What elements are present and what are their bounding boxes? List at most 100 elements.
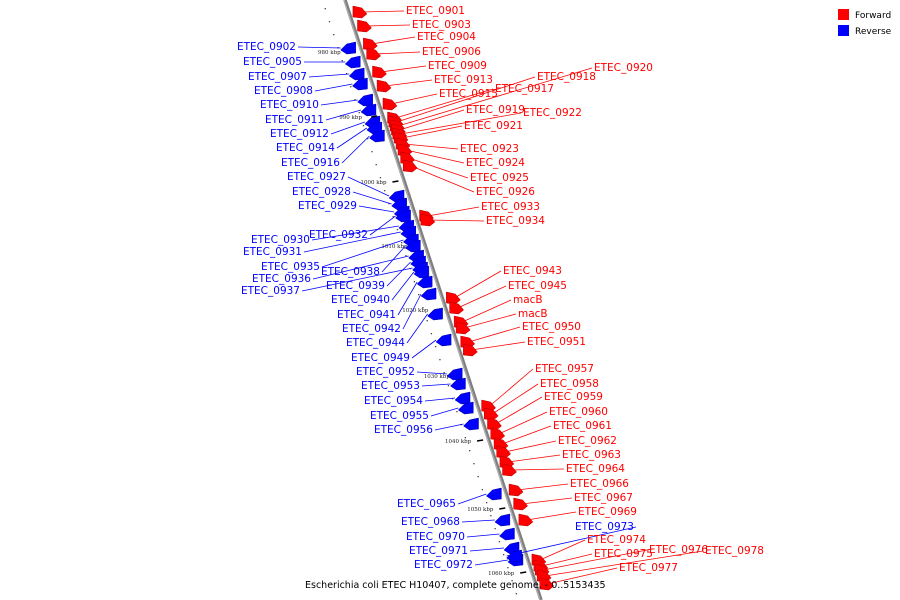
reverse-gene-block bbox=[420, 287, 437, 301]
forward-gene-label: ETEC_0966 bbox=[570, 478, 629, 490]
reverse-gene-label: ETEC_0973 bbox=[575, 521, 634, 533]
reverse-gene-label: ETEC_0907 bbox=[248, 71, 307, 83]
reverse-gene-block bbox=[499, 527, 515, 541]
reverse-gene-block bbox=[413, 265, 430, 279]
forward-gene-block bbox=[513, 497, 528, 511]
forward-gene-block bbox=[420, 213, 436, 227]
reverse-gene-label: ETEC_0929 bbox=[298, 200, 357, 212]
forward-gene-label: ETEC_0961 bbox=[553, 420, 612, 432]
forward-gene-label: ETEC_0921 bbox=[464, 120, 523, 132]
forward-gene-block bbox=[366, 47, 381, 61]
reverse-gene-label: ETEC_0938 bbox=[321, 266, 380, 278]
reverse-gene-label: ETEC_0911 bbox=[265, 114, 324, 126]
forward-gene-label: ETEC_0945 bbox=[508, 280, 567, 292]
kbp-label: 1040 kbp bbox=[445, 439, 472, 445]
reverse-gene-label: ETEC_0968 bbox=[401, 516, 460, 528]
forward-gene-block bbox=[363, 37, 378, 51]
forward-gene-label: ETEC_0963 bbox=[562, 449, 621, 461]
reverse-gene-label: ETEC_0910 bbox=[260, 99, 319, 111]
reverse-gene-block bbox=[457, 401, 474, 415]
reverse-gene-block bbox=[340, 41, 356, 55]
forward-gene-block bbox=[496, 445, 512, 459]
forward-gene-label: ETEC_0977 bbox=[619, 562, 678, 574]
reverse-gene-label: ETEC_0939 bbox=[326, 280, 385, 292]
forward-gene-label: ETEC_0901 bbox=[406, 5, 465, 17]
forward-gene-label: ETEC_0904 bbox=[417, 31, 476, 43]
forward-gene-label: ETEC_0943 bbox=[503, 265, 562, 277]
reverse-gene-block bbox=[344, 55, 361, 69]
reverse-gene-block bbox=[357, 93, 373, 107]
reverse-gene-block bbox=[485, 487, 502, 501]
reverse-gene-label: ETEC_0902 bbox=[237, 41, 296, 53]
reverse-gene-label: ETEC_0927 bbox=[287, 171, 346, 183]
forward-gene-label: ETEC_0960 bbox=[549, 406, 608, 418]
forward-gene-block bbox=[508, 483, 524, 497]
legend: Forward Reverse bbox=[838, 9, 892, 37]
reverse-gene-label: ETEC_0935 bbox=[261, 261, 320, 273]
kbp-label: 1060 kbp bbox=[488, 571, 515, 577]
forward-gene-label: ETEC_0906 bbox=[422, 46, 481, 58]
forward-gene-block bbox=[376, 79, 392, 93]
reverse-gene-label: ETEC_0916 bbox=[281, 157, 340, 169]
forward-gene-label: ETEC_0959 bbox=[544, 391, 603, 403]
forward-gene-label: ETEC_0919 bbox=[466, 104, 525, 116]
kbp-label: 980 kbp bbox=[318, 50, 341, 56]
reverse-gene-block bbox=[506, 549, 522, 563]
kbp-label: 1000 kbp bbox=[360, 180, 387, 186]
forward-gene-block bbox=[539, 577, 555, 591]
forward-gene-block bbox=[455, 321, 471, 335]
reverse-gene-label: ETEC_0908 bbox=[254, 85, 313, 97]
forward-gene-label: ETEC_0915 bbox=[439, 88, 498, 100]
forward-gene-label: ETEC_0964 bbox=[566, 463, 625, 475]
reverse-gene-label: ETEC_0914 bbox=[276, 142, 335, 154]
reverse-gene-block bbox=[348, 67, 365, 81]
reverse-gene-label: ETEC_0952 bbox=[356, 366, 415, 378]
reverse-gene-block bbox=[435, 333, 452, 347]
forward-gene-label: ETEC_0913 bbox=[434, 74, 493, 86]
reverse-gene-label: ETEC_0942 bbox=[342, 323, 401, 335]
reverse-gene-block bbox=[404, 239, 421, 253]
forward-gene-label: ETEC_0925 bbox=[470, 172, 529, 184]
forward-gene-label: macB bbox=[518, 308, 548, 320]
forward-gene-block bbox=[502, 463, 517, 477]
forward-gene-block bbox=[382, 97, 398, 111]
forward-gene-label: ETEC_0967 bbox=[574, 492, 633, 504]
forward-gene-label: ETEC_0924 bbox=[466, 157, 525, 169]
genome-backbone-highlight bbox=[343, 0, 541, 600]
forward-gene-block bbox=[490, 427, 506, 441]
legend-forward-label: Forward bbox=[855, 11, 891, 21]
reverse-gene-label: ETEC_0955 bbox=[370, 410, 429, 422]
reverse-gene-label: ETEC_0956 bbox=[374, 424, 433, 436]
reverse-gene-label: ETEC_0953 bbox=[361, 380, 420, 392]
reverse-gene-label: ETEC_0937 bbox=[241, 285, 300, 297]
tick-dots bbox=[324, 8, 518, 595]
gene-blocks bbox=[340, 5, 555, 591]
reverse-gene-label: ETEC_0932 bbox=[309, 229, 368, 241]
forward-gene-block bbox=[483, 407, 499, 421]
legend-forward-swatch bbox=[838, 9, 849, 20]
reverse-gene-block bbox=[360, 103, 377, 117]
kbp-label: 1050 kbp bbox=[467, 507, 494, 513]
forward-gene-label: macB bbox=[513, 294, 543, 306]
reverse-gene-label: ETEC_0905 bbox=[243, 56, 302, 68]
reverse-gene-block bbox=[494, 513, 511, 527]
forward-gene-label: ETEC_0950 bbox=[522, 321, 581, 333]
forward-gene-label: ETEC_0934 bbox=[486, 215, 545, 227]
forward-gene-label: ETEC_0926 bbox=[476, 186, 535, 198]
reverse-gene-label: ETEC_0912 bbox=[270, 128, 329, 140]
forward-gene-label: ETEC_0909 bbox=[428, 60, 487, 72]
reverse-gene-block bbox=[463, 417, 479, 431]
reverse-gene-label: ETEC_0970 bbox=[406, 531, 465, 543]
forward-gene-label: ETEC_0976 bbox=[649, 544, 708, 556]
legend-reverse-swatch bbox=[838, 25, 849, 36]
reverse-gene-block bbox=[454, 391, 471, 405]
reverse-gene-block bbox=[450, 377, 466, 391]
reverse-gene-block bbox=[352, 77, 368, 91]
reverse-gene-block bbox=[446, 367, 463, 381]
reverse-gene-label: ETEC_0965 bbox=[397, 498, 456, 510]
forward-gene-block bbox=[449, 301, 464, 315]
forward-gene-label: ETEC_0951 bbox=[527, 336, 586, 348]
forward-gene-label: ETEC_0920 bbox=[594, 62, 653, 74]
forward-gene-block bbox=[372, 65, 387, 79]
